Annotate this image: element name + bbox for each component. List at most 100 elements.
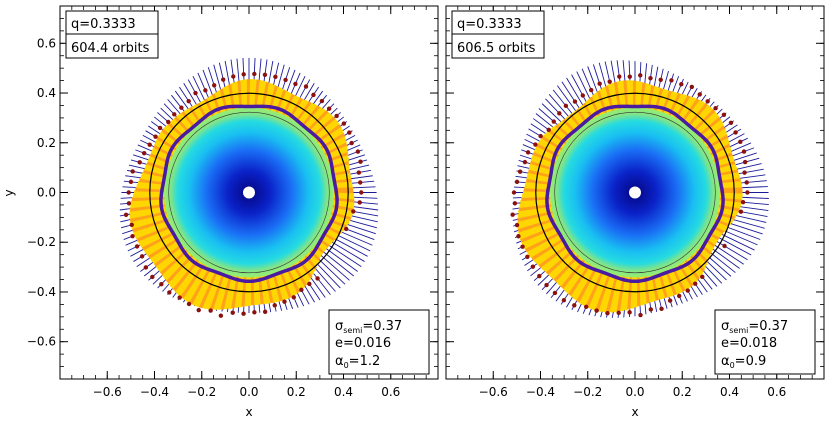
edge-dot [283, 77, 288, 83]
edge-dot [172, 112, 177, 117]
ring-segment [663, 269, 677, 296]
center-hole [243, 186, 255, 199]
edge-dot [522, 159, 528, 165]
y-tick-label: −0.4 [27, 285, 56, 299]
ring-segment [305, 251, 320, 265]
ring-segment [524, 229, 562, 253]
ring-segment [143, 231, 178, 254]
ring-segment [281, 267, 298, 296]
ring-segment [309, 247, 322, 260]
edge-dot [563, 103, 569, 109]
alpha-label: α0=1.2 [335, 354, 380, 370]
edge-dot [552, 290, 558, 296]
edge-dot [262, 72, 268, 77]
edge-dot [319, 98, 325, 104]
ring-segment [219, 273, 233, 310]
ring-segment [665, 268, 680, 295]
edge-dot [123, 212, 129, 218]
ring-segment [249, 79, 255, 109]
outer-dots [510, 73, 750, 318]
x-tick-label: −0.2 [187, 385, 216, 399]
ring-segment [605, 273, 619, 313]
ring-segment [254, 79, 261, 110]
edge-dot [293, 81, 298, 87]
edge-dot [241, 72, 246, 77]
edge-dot [126, 190, 131, 195]
ring-segment [243, 79, 249, 109]
edge-dot [676, 293, 682, 299]
ring-segment [147, 236, 180, 259]
ring-segment [623, 80, 630, 110]
edge-dot [291, 295, 296, 300]
edge-dot [153, 134, 158, 139]
ring-segment [575, 265, 598, 303]
edge-dot [359, 190, 364, 195]
ring-segment [212, 272, 228, 311]
purple-ring [545, 104, 725, 284]
ring-segment [155, 243, 186, 270]
x-tick-label: −0.6 [93, 385, 122, 399]
edge-dot [738, 139, 743, 144]
edge-dot [272, 303, 277, 308]
ring-segment [530, 236, 566, 261]
x-tick-label: 0.2 [673, 385, 692, 399]
ring-segment [201, 269, 221, 310]
edge-dot [241, 311, 246, 316]
edge-dot [512, 201, 518, 206]
ring-segment [526, 174, 553, 183]
left-panel: −0.6 −0.4 −0.2 0.0 0.2 0.4 0.6 −0.6 −0.4 −0.2 0.0… [2, 5, 439, 419]
edge-dot [159, 281, 164, 287]
edge-dot [627, 310, 632, 315]
x-tick-label: 0.4 [720, 385, 739, 399]
y-tick-label: 0.2 [37, 136, 56, 150]
ring-segment [564, 260, 590, 294]
ring-segment [629, 80, 635, 109]
ring-segment [140, 174, 167, 183]
edge-dot [231, 74, 236, 79]
sigma-label: σsemi=0.37 [721, 319, 788, 335]
x-ticks: −0.6 −0.4 −0.2 0.0 0.2 0.4 0.6 [59, 6, 439, 399]
edge-dot [721, 112, 727, 118]
edge-dot [139, 254, 145, 259]
edge-dot [722, 243, 727, 249]
x-tick-label: 0.0 [625, 385, 644, 399]
edge-dot [334, 113, 339, 119]
reference-circle [149, 92, 349, 293]
ring-segment [305, 110, 330, 134]
ring-segment [209, 271, 226, 311]
ring-segment [540, 243, 572, 271]
ring-segment [608, 274, 621, 313]
edge-dot [713, 106, 718, 111]
x-tick-label: −0.4 [140, 385, 169, 399]
ring-segment [578, 266, 600, 305]
x-ticks: −0.6 −0.4 −0.2 0.0 0.2 0.4 0.6 [445, 6, 825, 399]
center-hole [629, 186, 641, 199]
bottom-label-box: σsemi=0.37 e=0.016 α0=1.2 [328, 309, 430, 375]
ring-segment [284, 266, 301, 294]
ring-segment [137, 180, 166, 188]
ring-segment [678, 97, 698, 124]
edge-dot [667, 298, 673, 303]
e-label: e=0.016 [335, 336, 391, 351]
edge-dot [733, 130, 738, 135]
x-tick-label: −0.6 [479, 385, 508, 399]
ring-segment [298, 103, 319, 128]
edge-dot [230, 310, 235, 315]
edge-dot [167, 290, 172, 295]
ring-segment [256, 80, 264, 110]
edge-dot [745, 190, 750, 195]
edge-dot [740, 200, 746, 205]
edge-dot [137, 160, 142, 165]
inner-reference-circle [168, 111, 330, 274]
purple-boundary [159, 104, 339, 284]
ring-segment [265, 273, 277, 303]
edge-dot [525, 150, 531, 155]
ring-segment [525, 181, 552, 188]
ring-segment [174, 259, 202, 294]
edge-dot [669, 78, 674, 83]
y-axis-title: y [2, 189, 16, 196]
edge-dot [705, 99, 710, 104]
ring-segment [130, 214, 170, 230]
edge-dot [218, 313, 224, 318]
